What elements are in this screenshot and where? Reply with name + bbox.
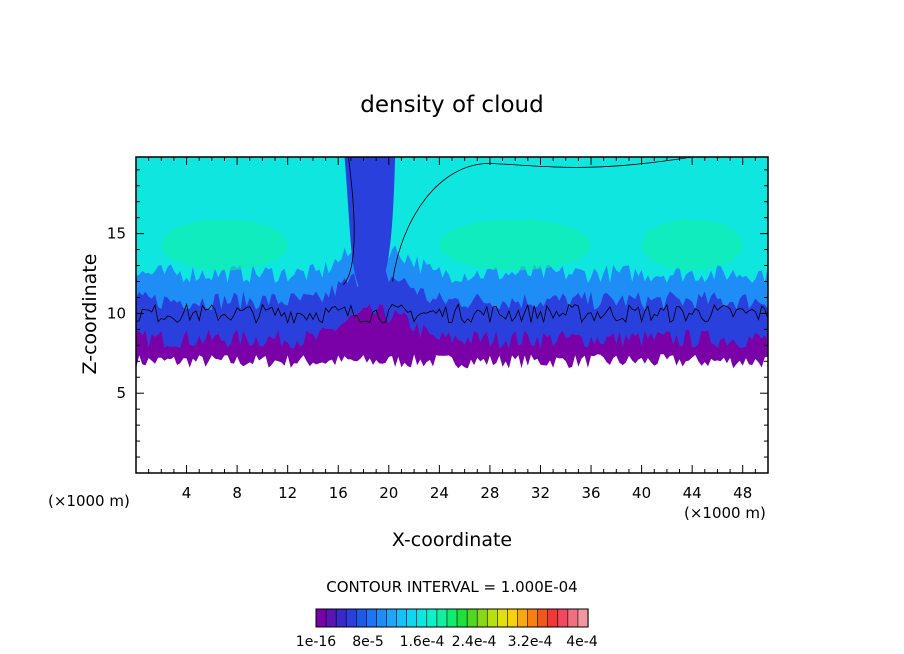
contour-interval-text: CONTOUR INTERVAL = 1.000E-04 [326,578,577,596]
chart-title: density of cloud [360,92,543,118]
colorbar-swatch [355,608,367,628]
colorbar-swatch [446,608,458,628]
colorbar-swatch [486,608,498,628]
colorbar-label: 1.6e-4 [400,634,445,650]
colorbar-swatch [315,608,327,628]
colorbar-swatch [456,608,468,628]
colorbar-swatch [577,608,589,628]
x-axis-label: X-coordinate [392,529,512,551]
colorbar-frame [315,608,589,628]
colorbar-swatch [466,608,478,628]
colorbar-swatch [366,608,378,628]
x-tick-label: 36 [581,484,600,502]
colorbar-swatch [406,608,418,628]
x-tick-label: 20 [379,484,398,502]
colorbar-swatch [476,608,488,628]
x-tick-label: 16 [329,484,348,502]
colorbar-swatch [436,608,448,628]
colorbar-label: 2.4e-4 [452,634,497,650]
colorbar-swatch [517,608,529,628]
colorbar-swatch [396,608,408,628]
colorbar-swatch [557,608,569,628]
colorbar-swatch [426,608,438,628]
colorbar-swatch [335,608,347,628]
colorbar-swatch [547,608,559,628]
x-tick-label: 40 [632,484,651,502]
colorbar-swatch [416,608,428,628]
y-tick-label: 5 [116,384,126,402]
y-axis-unit-label: (×1000 m) [48,492,130,510]
x-axis-unit-label: (×1000 m) [684,504,766,522]
x-tick-label: 44 [683,484,702,502]
colorbar-labels: 1e-16 8e-5 1.6e-4 2.4e-4 3.2e-4 4e-4 [296,634,598,650]
colorbar-swatch [497,608,508,628]
cloud-density-field [136,157,768,369]
colorbar-label: 4e-4 [566,634,598,650]
contour-lower [136,302,768,325]
x-tick-label: 8 [232,484,242,502]
y-axis-label: Z-coordinate [79,254,101,375]
plume-core-2 [641,219,743,271]
colorbar-swatch [507,608,519,628]
cloud-layer-3 [136,157,768,284]
colorbar-swatch [325,608,337,628]
colorbar-swatch [537,608,549,628]
colorbar-label: 8e-5 [352,634,383,650]
y-tick-label: 15 [107,225,126,243]
colorbar-label: 3.2e-4 [508,634,553,650]
colorbar-swatch [527,608,539,628]
y-tick-label: 10 [107,304,126,322]
x-tick-label: 4 [182,484,192,502]
x-tick-label: 28 [480,484,499,502]
colorbar-swatch [376,608,388,628]
colorbar-swatch [386,608,398,628]
colorbar-swatch [345,608,357,628]
x-tick-label: 48 [733,484,752,502]
colorbar-label: 1e-16 [296,634,336,650]
x-tick-label: 24 [430,484,449,502]
colorbar [315,608,589,628]
x-tick-label: 12 [278,484,297,502]
x-tick-label: 32 [531,484,550,502]
contour-updraft-left [343,157,355,285]
colorbar-swatch [567,608,579,628]
plume-core-1 [439,219,592,271]
plume-core-0 [161,219,288,271]
updraft-column [344,157,396,298]
